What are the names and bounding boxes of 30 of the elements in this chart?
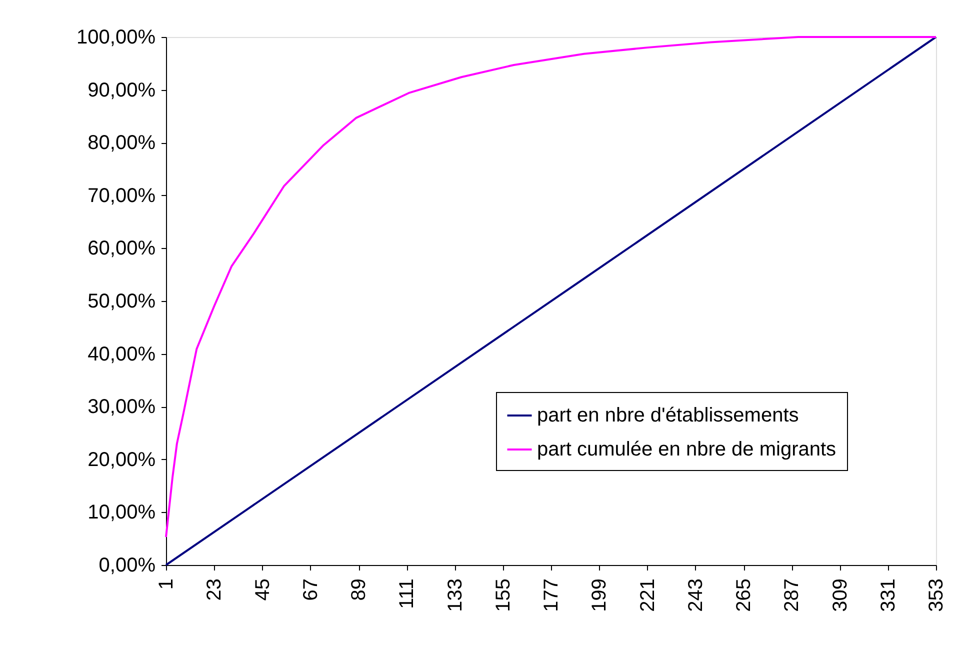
legend-label: part cumulée en nbre de migrants bbox=[537, 438, 836, 460]
x-tick-label: 353 bbox=[926, 578, 948, 612]
y-tick-label: 10,00% bbox=[88, 502, 156, 524]
x-tick-label: 243 bbox=[684, 578, 707, 612]
x-tick-label: 265 bbox=[733, 578, 755, 612]
x-tick-label: 309 bbox=[829, 578, 852, 612]
y-tick-label: 90,00% bbox=[88, 79, 156, 102]
y-tick-label: 70,00% bbox=[88, 184, 156, 207]
x-tick-label: 155 bbox=[492, 578, 514, 612]
x-tick-label: 1 bbox=[156, 578, 178, 590]
x-tick-label: 287 bbox=[781, 578, 804, 612]
x-tick-label: 67 bbox=[300, 578, 322, 601]
y-tick-label: 80,00% bbox=[88, 132, 156, 154]
x-tick-label: 23 bbox=[204, 578, 226, 601]
y-tick-label: 20,00% bbox=[88, 448, 156, 471]
x-tick-label: 133 bbox=[444, 578, 466, 612]
y-tick-label: 40,00% bbox=[88, 343, 156, 366]
y-tick-label: 100,00% bbox=[76, 26, 156, 48]
x-tick-label: 199 bbox=[588, 578, 611, 612]
x-tick-label: 111 bbox=[396, 578, 418, 609]
legend-label: part en nbre d'établissements bbox=[537, 404, 799, 426]
x-tick-label: 177 bbox=[540, 578, 562, 612]
y-tick-label: 60,00% bbox=[88, 238, 156, 260]
x-tick-label: 331 bbox=[877, 578, 900, 612]
x-tick-label: 45 bbox=[252, 578, 274, 601]
y-tick-label: 30,00% bbox=[88, 396, 156, 418]
y-tick-label: 0,00% bbox=[98, 554, 156, 576]
x-tick-label: 221 bbox=[636, 578, 659, 612]
y-tick-label: 50,00% bbox=[88, 290, 156, 312]
x-tick-label: 89 bbox=[348, 578, 370, 601]
